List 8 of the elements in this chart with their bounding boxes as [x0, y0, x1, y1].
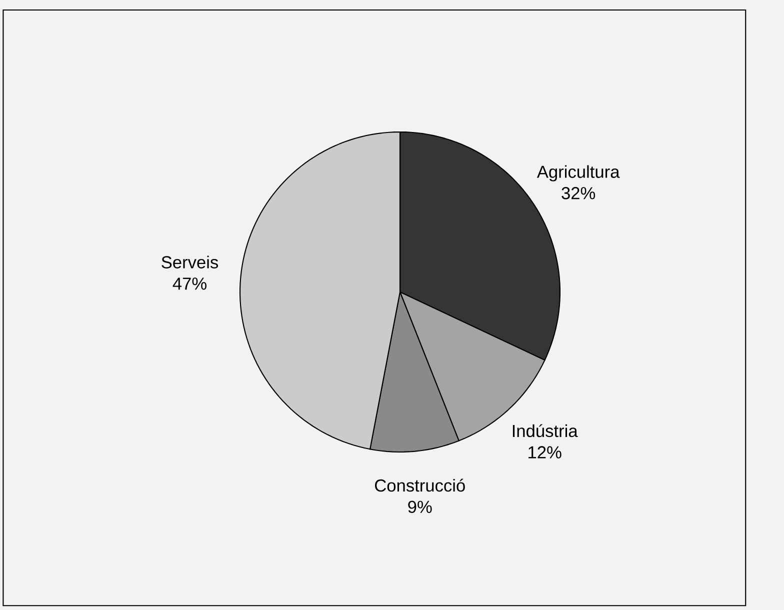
slice-label: Construcció — [375, 478, 465, 492]
data-label: 12% — [528, 446, 562, 458]
data-label: 47% — [172, 278, 206, 290]
slice-label: Serveis — [162, 256, 218, 268]
data-label: 32% — [562, 187, 596, 200]
slice-label: Indústria — [512, 424, 578, 438]
data-label: 9% — [408, 500, 432, 514]
slice-label: Agricultura — [536, 165, 620, 182]
